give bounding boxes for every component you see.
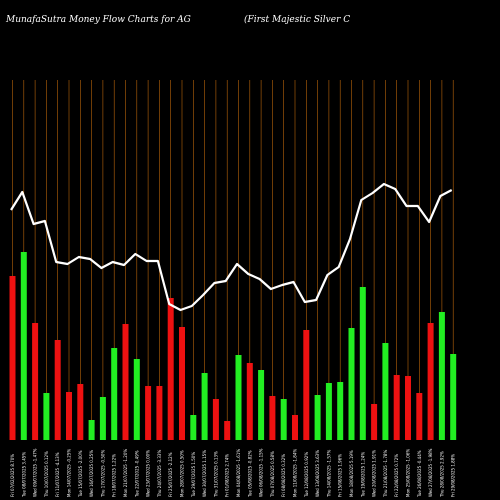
inflow-bar	[382, 343, 389, 440]
x-tick-label: Tue 08/07/2025 3.45%	[21, 452, 26, 498]
inflow-bar	[133, 359, 140, 440]
x-tick-label: Mon 25/08/2025 -1.06%	[406, 449, 411, 497]
outflow-bar	[32, 323, 39, 440]
x-tick-label: Wed 09/07/2025 -1.47%	[33, 448, 38, 497]
x-tick-label: Wed 06/08/2025 -1.15%	[259, 448, 264, 497]
x-tick-label: Thu 31/07/2025 0.13%	[213, 451, 218, 498]
x-tick-label: Thu 28/08/2025 2.92%	[439, 451, 444, 498]
x-tick-label: Wed 20/08/2025 1.91%	[372, 450, 377, 497]
x-tick-label: Fri 18/07/2025 1.22%	[112, 454, 117, 497]
outflow-bar	[246, 363, 253, 440]
outflow-bar	[122, 324, 129, 440]
outflow-bar	[179, 327, 185, 440]
x-tick-label: Tue 15/07/2025 -2.00%	[78, 450, 83, 498]
x-tick-label: Tue 12/08/2025 0.92%	[304, 452, 309, 498]
inflow-bar	[325, 383, 332, 440]
inflow-bar	[438, 312, 445, 440]
outflow-bar	[405, 376, 411, 440]
chart-title: MunafaSutra Money Flow Charts for AG	[5, 15, 191, 25]
x-tick-label: Mon 14/07/2025 -0.25%	[67, 449, 72, 497]
outflow-bar	[427, 323, 434, 440]
price-line-layer	[10, 182, 453, 312]
x-tick-label: Tue 19/08/2025 1.24%	[360, 452, 365, 498]
outflow-bar	[145, 386, 152, 440]
x-tick-label: Fri 11/07/2025 -4.13%	[55, 452, 60, 497]
outflow-bar	[292, 415, 298, 440]
outflow-bar	[77, 384, 84, 440]
x-axis-tick-labels: Fri 07/02/2025 8.70% Tue 08/07/2025 3.45%…	[10, 448, 456, 498]
x-tick-label: Mon 21/07/2025 -1.20%	[123, 449, 128, 497]
outflow-bar	[212, 399, 219, 440]
x-tick-label: Tue 05/08/2025 -0.82%	[247, 450, 252, 498]
inflow-bar	[359, 287, 366, 440]
outflow-bar	[303, 330, 310, 440]
inflow-bar	[337, 382, 344, 440]
inflow-bar	[43, 393, 50, 440]
inflow-bar	[258, 370, 265, 440]
x-tick-label: Tue 22/07/2025 -0.49%	[134, 450, 139, 498]
x-tick-label: Tue 26/08/2025 -0.44%	[417, 450, 422, 498]
inflow-bar	[450, 354, 457, 440]
x-tick-label: Fri 29/08/2025 1.88%	[451, 454, 456, 497]
x-tick-label: Thu 14/08/2025 -1.57%	[326, 450, 331, 498]
x-tick-label: Thu 21/08/2025 -1.78%	[383, 450, 388, 498]
outflow-bar	[416, 393, 423, 440]
x-tick-label: Thu 07/08/2025 0.58%	[270, 451, 275, 498]
x-tick-label: Wed 23/07/2025 0.00%	[146, 450, 151, 497]
outflow-bar	[156, 386, 163, 440]
x-tick-label: Wed 16/07/2025 0.25%	[89, 450, 94, 497]
x-tick-label: Thu 17/07/2025 -0.50%	[100, 450, 105, 498]
x-tick-label: Fri 22/08/2025 0.72%	[394, 454, 399, 497]
outflow-bar	[269, 396, 276, 440]
inflow-bar	[111, 348, 118, 440]
outflow-bar	[167, 298, 174, 440]
inflow-bar	[20, 252, 27, 440]
x-tick-label: Mon 28/07/2025 0.50%	[180, 450, 185, 497]
outflow-bar	[393, 375, 400, 440]
x-tick-label: Fri 07/02/2025 8.70%	[10, 454, 15, 497]
x-tick-label: Mon 04/08/2025 -1.61%	[236, 449, 241, 497]
x-tick-label: Mon 11/08/2025 -1.84%	[293, 449, 298, 497]
inflow-bar	[314, 395, 321, 440]
inflow-bar	[235, 355, 242, 440]
x-tick-label: Tue 29/07/2025 1.50%	[191, 452, 196, 498]
x-tick-label: Thu 10/07/2025 0.12%	[44, 451, 49, 498]
x-tick-label: Fri 15/08/2025 1.96%	[338, 454, 343, 497]
x-tick-label: Mon 18/08/2025 5.19%	[349, 450, 354, 497]
x-tick-label: Fri 25/07/2025 -2.12%	[168, 452, 173, 497]
x-tick-label: Thu 24/07/2025 -3.33%	[157, 450, 162, 498]
chart-subtitle: (First Majestic Silver C	[244, 14, 350, 25]
outflow-bar	[224, 421, 231, 440]
inflow-bar	[88, 420, 95, 440]
outflow-bar	[54, 340, 61, 440]
inflow-bar	[99, 397, 106, 440]
x-tick-label: Wed 30/07/2025 1.15%	[202, 450, 207, 497]
x-tick-label: Wed 13/08/2025 3.63%	[315, 450, 320, 497]
inflow-bar	[280, 399, 287, 440]
inflow-bar	[348, 328, 355, 440]
inflow-bar	[190, 415, 197, 440]
price-line	[10, 182, 453, 312]
x-tick-label: Wed 27/08/2025 -1.98%	[428, 448, 433, 497]
outflow-bar	[9, 276, 16, 440]
x-tick-label: Fri 01/08/2025 2.74%	[225, 454, 230, 497]
inflow-bar	[201, 373, 208, 440]
money-flow-bars	[9, 252, 457, 440]
outflow-bar	[371, 404, 378, 440]
outflow-bar	[66, 392, 72, 440]
x-tick-label: Fri 08/08/2025 0.32%	[281, 454, 286, 497]
